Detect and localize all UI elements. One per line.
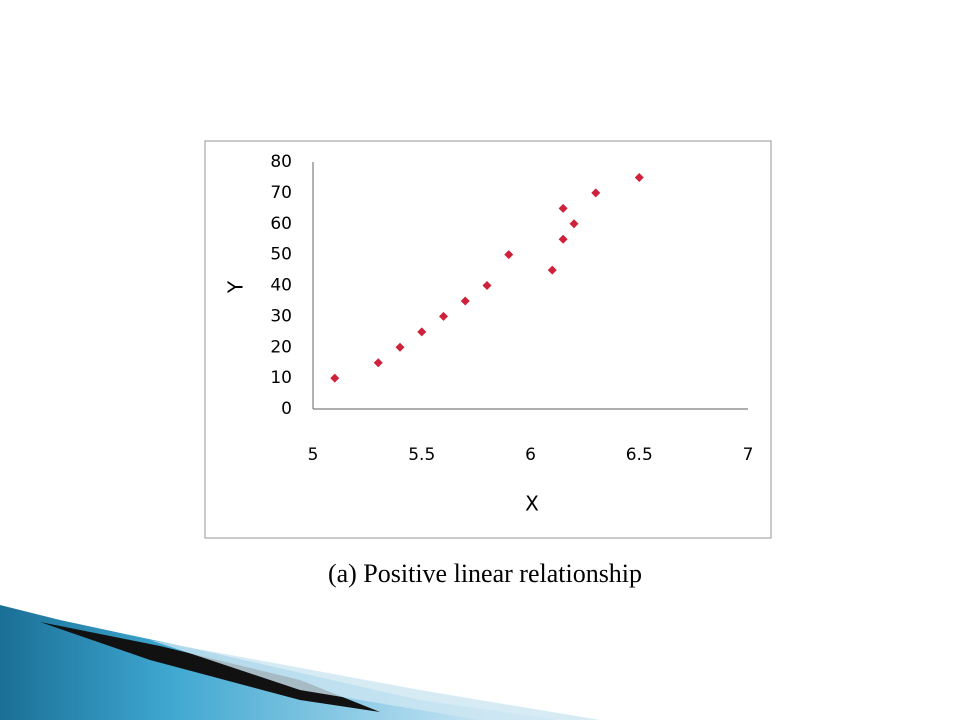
data-point	[439, 311, 448, 321]
data-point	[634, 172, 644, 182]
data-point	[373, 358, 383, 368]
data-point	[417, 327, 427, 337]
x-tick-label: 5.5	[408, 445, 435, 465]
data-point	[558, 203, 568, 213]
data-point	[547, 265, 557, 275]
x-tick-label: 5	[308, 445, 319, 465]
y-tick-label: 70	[270, 183, 292, 203]
x-axis-title: X	[525, 492, 539, 516]
y-tick-label: 40	[270, 276, 292, 296]
x-tick-label: 6	[525, 445, 536, 465]
y-tick-label: 10	[270, 368, 292, 388]
data-point	[569, 219, 579, 229]
x-tick-label: 7	[743, 445, 754, 465]
y-tick-label: 60	[270, 214, 292, 234]
y-axis-title: Y	[224, 280, 248, 294]
decor-stripe	[40, 622, 380, 712]
x-tick-label: 6.5	[626, 445, 653, 465]
data-point	[591, 188, 601, 198]
y-tick-label: 30	[270, 306, 292, 326]
data-point	[330, 373, 340, 383]
data-point	[460, 296, 470, 306]
y-tick-label: 50	[270, 245, 292, 265]
caption: (a) Positive linear relationship	[328, 559, 642, 588]
y-tick-label: 20	[270, 337, 292, 357]
data-point	[504, 250, 514, 260]
data-point	[395, 342, 405, 352]
decor-swoosh	[0, 605, 560, 720]
y-tick-label: 80	[270, 152, 292, 172]
data-point	[558, 234, 568, 244]
data-point	[482, 281, 492, 290]
y-tick-label: 0	[281, 399, 292, 419]
chart-frame	[204, 140, 772, 539]
